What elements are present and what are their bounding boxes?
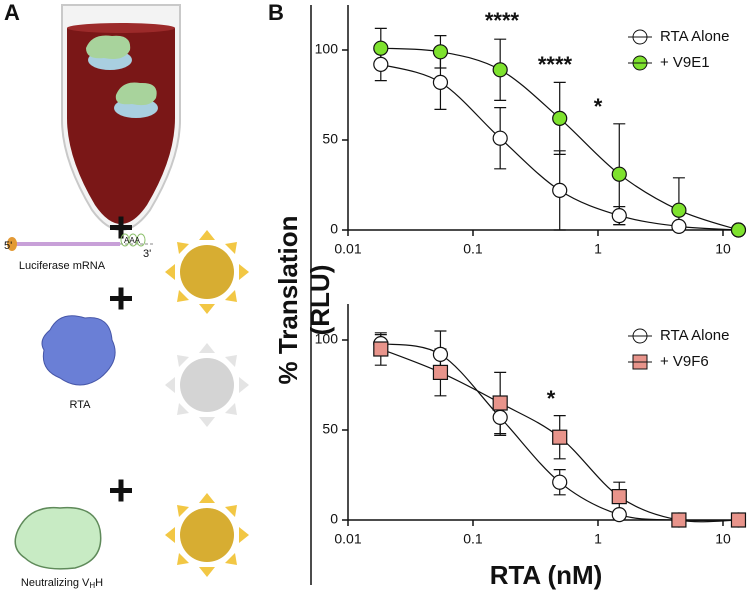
- x-tick-label: 10: [715, 531, 731, 547]
- x-tick-label: 1: [594, 241, 602, 257]
- point: [432, 364, 449, 380]
- rta-protein: [41, 315, 116, 386]
- y-tick-label: 100: [315, 331, 339, 347]
- point: [373, 40, 389, 56]
- y-tick-label: 100: [315, 41, 339, 57]
- y-tick-label: 0: [330, 511, 338, 527]
- legend-label: RTA Alone: [660, 327, 730, 344]
- panel-label: B: [268, 0, 284, 25]
- point: [552, 110, 568, 127]
- y-axis-title: (RLU): [305, 265, 335, 336]
- vhh-protein: [14, 506, 102, 570]
- x-tick-label: 0.1: [463, 531, 483, 547]
- x-axis-title: RTA (nM): [490, 560, 603, 590]
- x-tick-label: 0.01: [334, 241, 361, 257]
- point: [373, 341, 389, 357]
- significance: *: [594, 94, 603, 119]
- point: [373, 56, 389, 73]
- five-prime: 5': [4, 240, 12, 252]
- x-tick-label: 0.1: [463, 241, 483, 257]
- point: [671, 202, 687, 218]
- significance: ****: [538, 52, 573, 77]
- point: [492, 130, 508, 146]
- point: [730, 222, 747, 238]
- mrna-label: Luciferase mRNA: [19, 260, 106, 272]
- x-tick-label: 10: [715, 241, 731, 257]
- point: [552, 474, 568, 490]
- point: [432, 44, 449, 60]
- three-prime: 3': [143, 248, 151, 260]
- poly-a: AAA: [124, 236, 141, 245]
- plus-signs: [110, 216, 132, 502]
- point: [432, 346, 449, 362]
- y-axis-title: % Translation: [273, 215, 303, 384]
- legend-label: + V9F6: [660, 353, 709, 370]
- panel-label: A: [4, 0, 20, 25]
- point: [432, 74, 449, 91]
- point: [611, 489, 627, 505]
- sun-icons: [165, 230, 249, 577]
- point: [492, 395, 508, 411]
- point: [671, 218, 687, 234]
- vhh-label: Neutralizing VHH: [21, 577, 103, 590]
- tube: [61, 4, 181, 231]
- x-tick-label: 0.01: [334, 531, 361, 547]
- y-tick-label: 50: [322, 131, 338, 147]
- y-tick-label: 50: [322, 421, 338, 437]
- legend-label: RTA Alone: [660, 28, 730, 45]
- y-tick-label: 0: [330, 221, 338, 237]
- point: [611, 506, 627, 523]
- point: [730, 512, 747, 528]
- legend-label: + V9E1: [660, 54, 710, 71]
- point: [492, 409, 508, 425]
- point: [611, 208, 627, 224]
- point: [671, 512, 687, 528]
- rta-label: RTA: [70, 399, 92, 411]
- point: [492, 62, 508, 78]
- significance: *: [547, 386, 556, 411]
- x-tick-label: 1: [594, 531, 602, 547]
- point: [611, 166, 627, 182]
- mrna: [7, 233, 155, 251]
- point: [552, 182, 568, 198]
- point: [552, 429, 568, 445]
- significance: ****: [485, 8, 520, 33]
